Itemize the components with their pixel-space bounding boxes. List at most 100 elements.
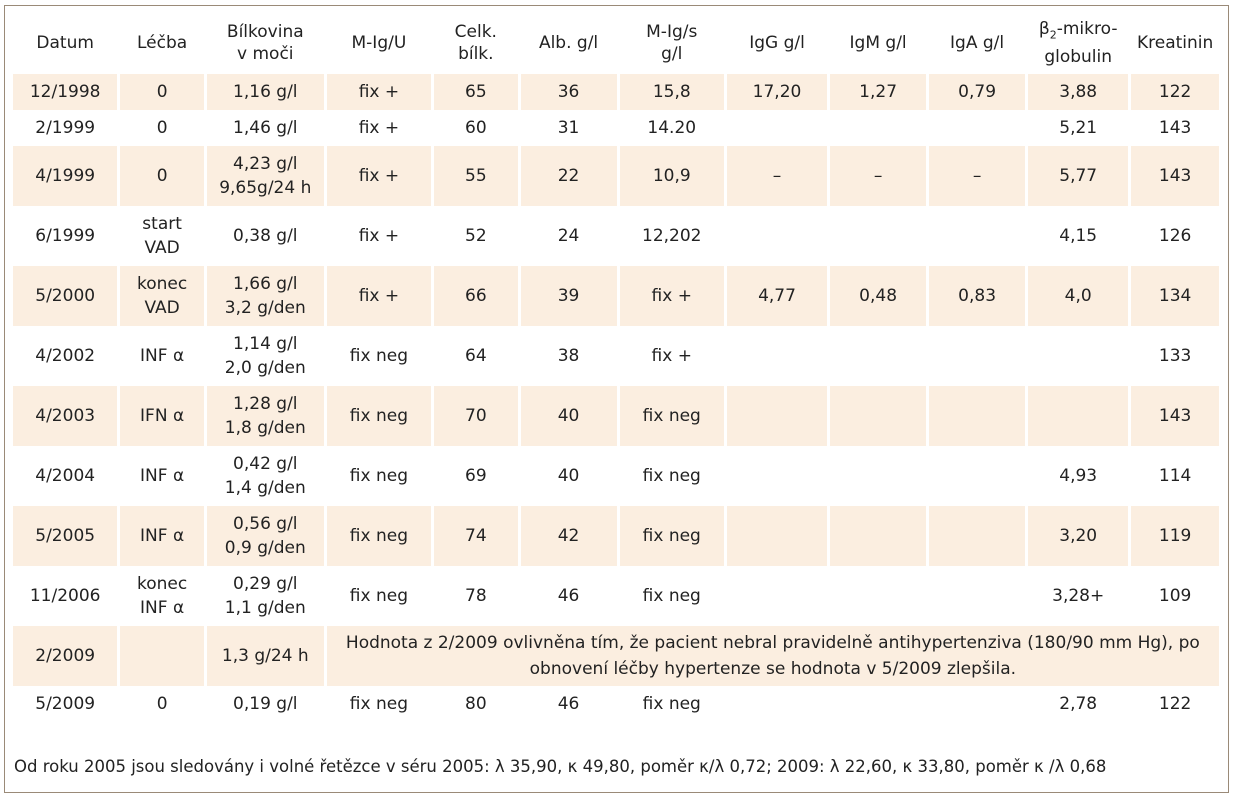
cell-igg [726,386,828,446]
cell-igg: – [726,146,828,206]
table-row: 5/2009 0 0,19 g/l fix neg 80 46 fix neg 2,78 122 [13,686,1219,722]
cell-celk: 55 [434,146,518,206]
cell-lecba: 0 [120,686,203,722]
cell-bilkovina: 1,16 g/l [206,74,324,110]
cell-lecba: start VAD [120,206,203,266]
cell-iga [929,206,1025,266]
cell-alb: 40 [520,386,617,446]
cell-igg [727,566,827,626]
col-bilkovina-l2: v moči [237,44,294,64]
table-row: 4/2002 INF α 1,14 g/l 2,0 g/den fix neg 64 38 f… [13,326,1219,386]
cell-lecba-line: start [142,214,182,234]
cell-lecba: konec INF α [120,566,203,626]
cell-celk: 65 [434,74,518,110]
cell-b2: 4,93 [1059,466,1098,486]
col-b2-sub: 2 [1049,28,1057,42]
cell-migs: fix neg [642,694,701,714]
cell-kreat: 134 [1131,266,1219,326]
cell-migs: 12,202 [642,226,702,246]
cell-bilkovina: 0,19 g/l [207,686,324,722]
cell-b2: 4,15 [1059,226,1098,246]
table-row: 4/2003 IFN α 1,28 g/l 1,8 g/den fix neg 70 40 f… [13,386,1219,446]
cell-igm [830,506,927,566]
cell-igg [727,686,827,722]
table-row: 2/2009 1,3 g/24 h Hodnota z 2/2009 ovlivně… [13,626,1219,686]
cell-bilkovina-line: 1,16 g/l [233,82,298,102]
cell-migs: fix neg [642,586,701,606]
cell-igg [726,506,828,566]
col-lecba: Léčba [137,33,188,53]
cell-iga: – [929,146,1026,206]
cell-iga [929,446,1025,506]
cell-celk: 60 [465,118,487,138]
cell-bilkovina: 1,28 g/l 1,8 g/den [206,386,324,446]
cell-b2 [1028,326,1128,386]
cell-migu: fix + [358,226,400,246]
cell-lecba-line: konec [136,274,188,294]
cell-kreat: 109 [1158,586,1192,606]
cell-datum: 4/2003 [13,386,118,446]
cell-alb: 40 [557,466,580,486]
cell-migu: fix neg [349,346,408,366]
cell-lecba: 0 [120,146,204,206]
cell-igg: 4,77 [726,266,828,326]
cell-b2: 4,0 [1028,266,1129,326]
cell-bilkovina-line: 0,9 g/den [224,538,306,558]
cell-migs: fix neg [619,506,724,566]
cell-kreat: 114 [1158,466,1192,486]
cell-celk: 74 [434,506,518,566]
cell-bilkovina: 1,3 g/24 h [206,626,324,686]
cell-celk: 66 [434,266,518,326]
cell-migs: fix neg [619,386,724,446]
cell-bilkovina-line: 1,8 g/den [224,418,306,438]
col-celk-l2: bílk. [458,44,494,64]
col-b2-rest: -mikro- [1056,18,1118,39]
cell-celk: 70 [434,386,518,446]
col-mig-s-l1: M-Ig/s [646,22,698,42]
col-alb: Alb. g/l [538,33,599,53]
cell-kreat: 143 [1131,386,1219,446]
table-row: 4/2004 INF α 0,42 g/l 1,4 g/den fix neg 69 40 f… [13,446,1219,506]
cell-igm: 0,48 [830,266,927,326]
col-igg: IgG g/l [749,33,805,53]
table-row: 5/2000 konec VAD 1,66 g/l 3,2 g/den fix +66 39… [13,266,1219,326]
cell-igm [830,686,926,722]
cell-datum: 11/2006 [29,586,101,606]
col-igm: IgM g/l [849,33,907,53]
cell-datum: 4/2004 [35,466,96,486]
cell-lecba-line: VAD [144,238,180,258]
cell-lecba [120,626,204,686]
table-row: 11/2006 konec INF α 0,29 g/l 1,1 g/den fix ne… [13,566,1219,626]
cell-bilkovina-line: 0,19 g/l [233,694,298,714]
cell-b2: 3,20 [1028,506,1129,566]
cell-migs: 10,9 [619,146,724,206]
cell-migu: fix + [358,118,400,138]
cell-kreat: 143 [1131,146,1219,206]
cell-datum: 5/2009 [35,694,96,714]
cell-migu: fix neg [349,466,408,486]
col-celk: Celk. bílk. [434,12,517,74]
cell-kreat: 119 [1131,506,1219,566]
cell-datum: 6/1999 [35,226,96,246]
cell-igm [830,566,926,626]
cell-igm [830,326,926,386]
cell-iga [929,386,1026,446]
cell-lecba-line: 0 [156,118,168,138]
cell-datum: 2/1999 [35,118,96,138]
cell-lecba: 0 [120,74,204,110]
cell-celk: 80 [465,694,487,714]
cell-lecba-line: 0 [156,694,168,714]
cell-lecba: konec VAD [120,266,204,326]
cell-kreat: 122 [1158,694,1192,714]
cell-celk: 64 [465,346,487,366]
cell-igg [727,110,827,146]
cell-migs: 15,8 [619,74,724,110]
cell-migs: 14.20 [647,118,697,138]
col-datum: Datum [36,33,94,53]
cell-bilkovina-line: 1,66 g/l [233,274,298,294]
cell-migs: fix + [651,346,692,366]
table-row: 4/1999 0 4,23 g/l 9,65g/24 h fix +55 22 10,9– –… [13,146,1219,206]
cell-lecba: IFN α [120,386,204,446]
cell-migu: fix neg [349,694,408,714]
cell-lecba-line: 0 [156,166,168,186]
